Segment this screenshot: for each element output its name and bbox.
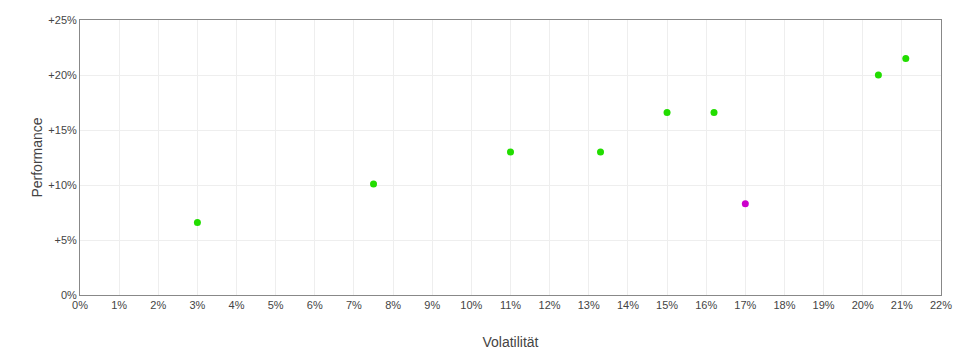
svg-text:16%: 16%	[695, 299, 717, 311]
svg-text:0%: 0%	[72, 299, 88, 311]
svg-text:20%: 20%	[852, 299, 874, 311]
svg-text:18%: 18%	[773, 299, 795, 311]
svg-text:8%: 8%	[385, 299, 401, 311]
svg-text:2%: 2%	[150, 299, 166, 311]
svg-text:1%: 1%	[111, 299, 127, 311]
svg-text:19%: 19%	[813, 299, 835, 311]
svg-text:12%: 12%	[539, 299, 561, 311]
svg-text:+10%: +10%	[48, 179, 77, 191]
svg-text:10%: 10%	[460, 299, 482, 311]
svg-text:11%: 11%	[500, 299, 521, 311]
svg-text:17%: 17%	[734, 299, 756, 311]
svg-text:7%: 7%	[346, 299, 362, 311]
svg-text:15%: 15%	[656, 299, 678, 311]
svg-text:0%: 0%	[61, 289, 77, 301]
svg-text:+5%: +5%	[54, 234, 77, 246]
svg-text:5%: 5%	[268, 299, 284, 311]
svg-text:3%: 3%	[189, 299, 205, 311]
svg-text:+25%: +25%	[48, 14, 77, 26]
svg-text:9%: 9%	[424, 299, 440, 311]
svg-text:13%: 13%	[578, 299, 600, 311]
svg-text:14%: 14%	[617, 299, 639, 311]
svg-text:+20%: +20%	[48, 69, 77, 81]
svg-text:4%: 4%	[229, 299, 245, 311]
svg-text:22%: 22%	[930, 299, 952, 311]
svg-text:Performance: Performance	[29, 117, 45, 197]
svg-text:21%: 21%	[891, 299, 913, 311]
svg-text:6%: 6%	[307, 299, 323, 311]
svg-text:Volatilität: Volatilität	[482, 334, 538, 350]
svg-text:+15%: +15%	[48, 124, 77, 136]
